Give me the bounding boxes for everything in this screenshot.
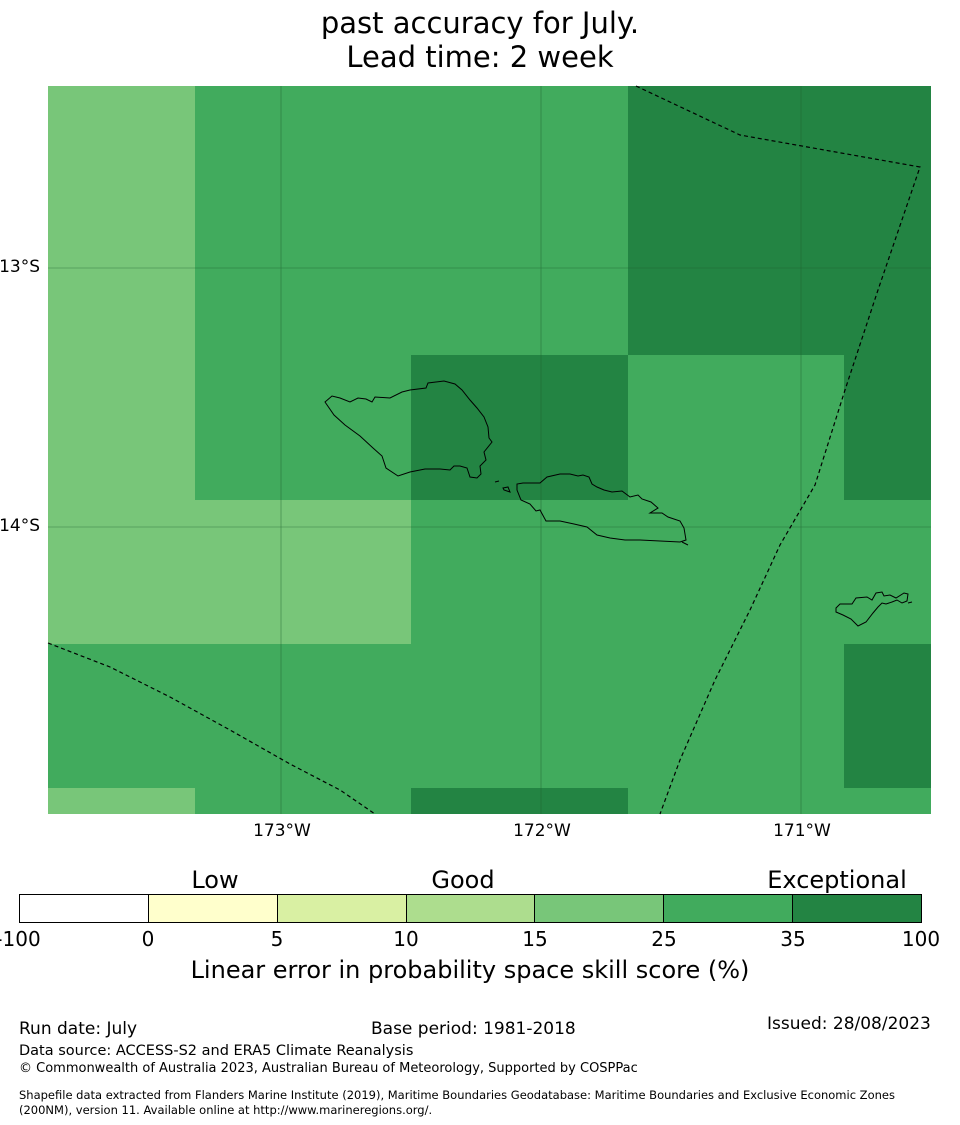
grid-cell: [844, 500, 931, 644]
grid-cell: [195, 644, 411, 814]
maritime-boundaries: [47, 85, 921, 815]
grid-cell: [195, 86, 411, 500]
colorbar-tick: 10: [393, 927, 419, 951]
colorbar-tick: -100: [0, 927, 41, 951]
grid-cell: [411, 500, 628, 788]
grid-cell: [844, 788, 931, 814]
shapefile-credit-line2: (200NM), version 11. Available online at…: [19, 1103, 433, 1117]
colorbar-segment: [277, 895, 407, 922]
colorbar-title: Linear error in probability space skill …: [190, 956, 750, 984]
graticule: [48, 86, 931, 814]
islands: [324, 380, 913, 627]
legend-category-good: Good: [431, 866, 495, 894]
legend-category-low: Low: [191, 866, 239, 894]
grid-cell: [628, 86, 844, 355]
map-title-line1: past accuracy for July.: [320, 6, 640, 40]
issued-date: Issued: 28/08/2023: [767, 1014, 931, 1034]
mapborder: [681, 541, 689, 546]
grid-cell: [411, 355, 628, 500]
grid-cell: [48, 788, 195, 814]
grid-cell: [195, 500, 411, 644]
colorbar-tick: 25: [651, 927, 677, 951]
skill-grid: [48, 86, 931, 814]
grid-cell: [628, 355, 844, 814]
colorbar-tick: 15: [522, 927, 548, 951]
lon-label-172w: 172°W: [513, 821, 571, 841]
grid-cell: [48, 644, 195, 788]
copyright: © Commonwealth of Australia 2023, Austra…: [19, 1061, 638, 1076]
legend-category-exceptional: Exceptional: [767, 866, 907, 894]
upolu-island: [516, 473, 687, 543]
colorbar-tick: 35: [780, 927, 806, 951]
colorbar-segment: [148, 895, 278, 922]
lat-label-13s: 13°S: [0, 257, 40, 277]
colorbar-tick: 5: [270, 927, 284, 951]
colorbar-segment: [664, 895, 794, 922]
map-title-line2: Lead time: 2 week: [346, 40, 614, 74]
manono-islet: [494, 480, 500, 483]
grid-cell: [844, 644, 931, 788]
grid-cell: [844, 86, 931, 500]
tutuila-island: [835, 591, 909, 627]
grid-cell: [411, 788, 628, 814]
savaii-island: [324, 380, 493, 479]
colorbar-segment: [20, 895, 149, 922]
aunuu-islet: [907, 601, 913, 604]
apolima-islet: [502, 486, 511, 493]
legend-colorbar: [19, 894, 922, 923]
colorbar-segment: [406, 895, 536, 922]
base-period: Base period: 1981-2018: [371, 1019, 576, 1039]
colorbar-segment: [535, 895, 665, 922]
grid-cell: [411, 86, 628, 355]
shapefile-credit-line1: Shapefile data extracted from Flanders M…: [19, 1088, 895, 1102]
colorbar-tick: 100: [901, 927, 941, 951]
lat-label-14s: 14°S: [0, 516, 40, 536]
colorbar-segment: [793, 895, 922, 922]
colorbar-tick: 0: [141, 927, 155, 951]
data-source: Data source: ACCESS-S2 and ERA5 Climate …: [19, 1043, 414, 1059]
run-date: Run date: July: [19, 1019, 138, 1039]
lon-label-173w: 173°W: [253, 821, 311, 841]
skill-map: [47, 85, 931, 815]
lon-label-171w: 171°W: [773, 821, 831, 841]
